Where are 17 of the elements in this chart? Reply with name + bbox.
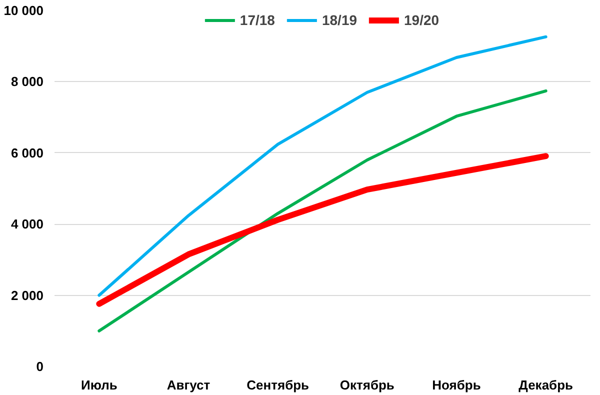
x-tick-label: Июль [80, 378, 118, 392]
x-tick-label: Сентябрь [246, 378, 310, 392]
x-tick-label: Август [166, 378, 210, 392]
line-series [98, 35, 548, 297]
y-tick-label: 0 [36, 359, 44, 374]
x-tick-label: Ноябрь [432, 378, 481, 392]
x-tick-label: Декабрь [518, 378, 574, 392]
line-series [98, 89, 548, 332]
legend-label: 17/18 [240, 12, 275, 28]
y-tick-label: 8 000 [10, 74, 44, 90]
legend-label: 19/20 [404, 12, 440, 28]
y-tick-label: 6 000 [10, 145, 44, 160]
y-tick-label: 10 000 [4, 3, 44, 18]
legend-label: 18/19 [322, 12, 358, 28]
y-tick-label: 4 000 [10, 216, 44, 232]
x-tick-label: Октябрь [340, 378, 394, 392]
y-tick-label: 2 000 [10, 288, 44, 303]
